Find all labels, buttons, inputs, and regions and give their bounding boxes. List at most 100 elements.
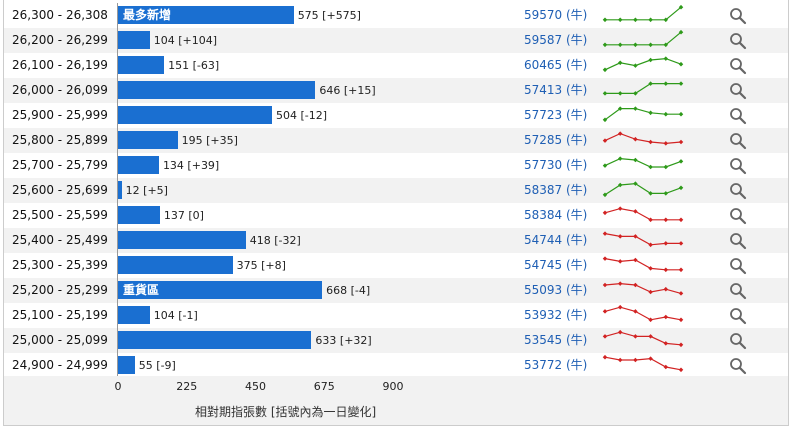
- search-icon[interactable]: [729, 357, 747, 375]
- open-interest-link[interactable]: 53932 (牛): [524, 308, 588, 322]
- sparkline-point: [678, 111, 684, 117]
- search-icon[interactable]: [729, 32, 747, 50]
- open-interest-link[interactable]: 53545 (牛): [524, 333, 588, 347]
- contracts-bar[interactable]: [118, 231, 246, 249]
- sparkline-line: [604, 157, 682, 168]
- sparkline-line: [604, 57, 682, 71]
- sparkline-point: [648, 57, 653, 63]
- strike-range: 26,200 - 26,299: [12, 33, 108, 47]
- search-icon[interactable]: [729, 107, 747, 125]
- bar-value-label: 375 [+8]: [236, 259, 286, 272]
- sparkline-point: [648, 289, 653, 295]
- search-icon[interactable]: [729, 332, 747, 350]
- x-axis-tick-label: 0: [114, 380, 122, 393]
- open-interest-link[interactable]: 60465 (牛): [524, 58, 588, 72]
- sparkline-point: [678, 241, 684, 246]
- trend-sparkline: [602, 206, 684, 223]
- sparkline-point: [633, 234, 638, 239]
- contracts-bar[interactable]: [118, 281, 323, 299]
- search-icon[interactable]: [729, 82, 747, 100]
- table-row: 26,100 - 26,199 151 [-63] 60465 (牛): [4, 53, 789, 78]
- strike-range: 25,200 - 25,299: [12, 283, 108, 297]
- sparkline-point: [617, 304, 623, 310]
- open-interest-link[interactable]: 54744 (牛): [524, 233, 588, 247]
- sparkline-point: [633, 136, 638, 142]
- sparkline-point: [633, 106, 638, 111]
- sparkline-point: [602, 231, 608, 236]
- sparkline-point: [633, 63, 638, 68]
- open-interest-link[interactable]: 54745 (牛): [524, 258, 588, 272]
- table-row: 25,800 - 25,899 195 [+35] 57285 (牛): [4, 128, 789, 153]
- contracts-bar[interactable]: [118, 56, 165, 74]
- contracts-bar[interactable]: [118, 131, 178, 149]
- open-interest-link[interactable]: 57723 (牛): [524, 108, 588, 122]
- sparkline-point: [617, 91, 623, 96]
- sparkline-point: [648, 110, 653, 116]
- sparkline-point: [648, 17, 653, 23]
- sparkline-point: [617, 17, 623, 23]
- contracts-bar[interactable]: [118, 256, 233, 274]
- contracts-bar[interactable]: [118, 206, 160, 224]
- search-icon[interactable]: [729, 232, 747, 250]
- sparkline-point: [602, 138, 608, 143]
- sparkline-point: [617, 234, 623, 239]
- sparkline-line: [604, 107, 681, 121]
- search-icon[interactable]: [729, 282, 747, 300]
- table-row: 25,500 - 25,599 137 [0] 58384 (牛): [4, 203, 789, 228]
- open-interest-link[interactable]: 59570 (牛): [524, 8, 588, 22]
- open-interest-link[interactable]: 57413 (牛): [524, 83, 588, 97]
- open-interest-link[interactable]: 57730 (牛): [524, 158, 588, 172]
- open-interest-link[interactable]: 58387 (牛): [524, 183, 588, 197]
- contracts-bar[interactable]: [118, 356, 135, 374]
- sparkline-point: [617, 259, 623, 264]
- contracts-bar[interactable]: [118, 106, 272, 124]
- sparkline-line: [604, 207, 681, 221]
- sparkline-point: [663, 164, 669, 170]
- sparkline-point: [678, 217, 684, 223]
- sparkline-point: [633, 257, 638, 263]
- sparkline-point: [678, 291, 684, 296]
- trend-sparkline: [602, 106, 684, 123]
- sparkline-point: [663, 364, 669, 370]
- open-interest-link[interactable]: 53772 (牛): [524, 358, 588, 372]
- table-row: 26,200 - 26,299 104 [+104] 59587 (牛): [4, 28, 789, 53]
- sparkline-point: [602, 334, 608, 339]
- sparkline-point: [678, 159, 684, 164]
- sparkline-point: [633, 357, 638, 363]
- open-interest-link[interactable]: 55093 (牛): [524, 283, 588, 297]
- contracts-bar[interactable]: [118, 331, 312, 349]
- sparkline-point: [602, 117, 608, 123]
- search-icon[interactable]: [729, 257, 747, 275]
- open-interest-link[interactable]: 58384 (牛): [524, 208, 588, 222]
- sparkline-point: [617, 281, 623, 286]
- trend-sparkline: [602, 304, 684, 323]
- contracts-bar[interactable]: [118, 306, 150, 324]
- search-icon[interactable]: [729, 307, 747, 325]
- sparkline-point: [678, 4, 684, 10]
- strike-range: 26,000 - 26,099: [12, 83, 108, 97]
- sparkline-point: [633, 42, 638, 48]
- contracts-bar[interactable]: [118, 156, 159, 174]
- search-icon[interactable]: [729, 57, 747, 75]
- search-icon[interactable]: [729, 157, 747, 175]
- strike-range: 25,700 - 25,799: [12, 158, 108, 172]
- search-icon[interactable]: [729, 182, 747, 200]
- trend-sparkline: [602, 181, 684, 198]
- strike-range: 26,300 - 26,308: [12, 8, 108, 22]
- contracts-bar[interactable]: [118, 31, 150, 49]
- search-icon[interactable]: [729, 207, 747, 225]
- search-icon[interactable]: [729, 7, 747, 25]
- contracts-bar[interactable]: [118, 181, 122, 199]
- sparkline-line: [605, 6, 682, 21]
- contracts-bar[interactable]: [118, 6, 294, 24]
- search-icon[interactable]: [729, 132, 747, 150]
- contracts-bar[interactable]: [118, 81, 316, 99]
- open-interest-link[interactable]: 59587 (牛): [524, 33, 588, 47]
- bar-value-label: 151 [-63]: [168, 59, 220, 72]
- bar-value-label: 134 [+39]: [162, 159, 220, 172]
- sparkline-point: [678, 29, 684, 35]
- sparkline-point: [602, 67, 608, 73]
- bar-value-label: 668 [-4]: [326, 284, 371, 297]
- open-interest-link[interactable]: 57285 (牛): [524, 133, 588, 147]
- trend-sparkline: [602, 4, 684, 23]
